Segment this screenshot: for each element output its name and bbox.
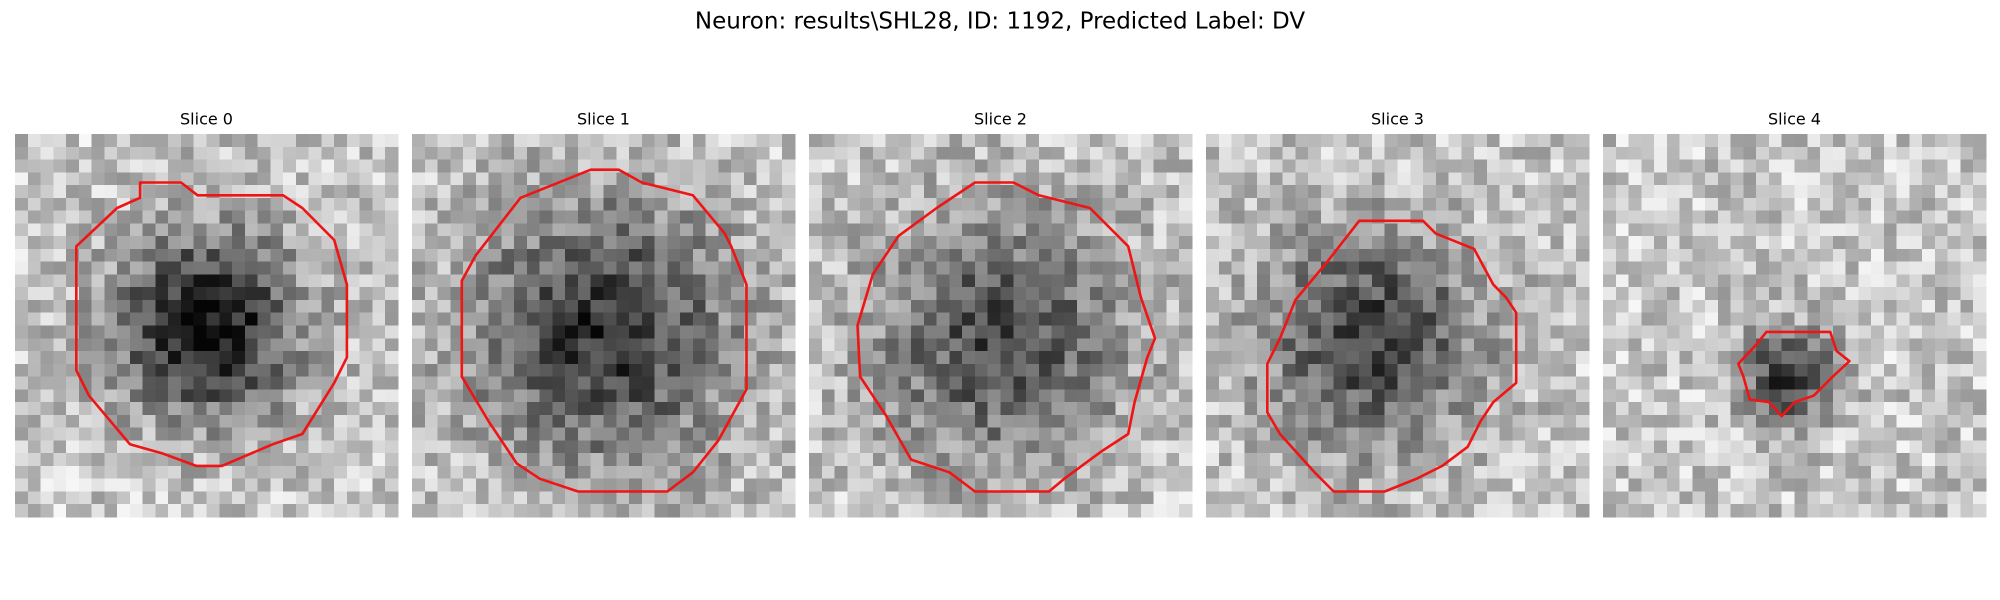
slice-image	[412, 134, 796, 518]
roi-contour	[74, 181, 349, 468]
slice-image	[809, 134, 1193, 518]
roi-contour	[856, 181, 1157, 493]
slice-image	[15, 134, 399, 518]
slice-panel: Slice 2	[809, 110, 1193, 518]
slice-panel: Slice 1	[412, 110, 796, 518]
slice-title: Slice 2	[974, 110, 1027, 129]
slice-image	[1206, 134, 1590, 518]
roi-contour	[1265, 219, 1518, 493]
slice-panel: Slice 3	[1206, 110, 1590, 518]
roi-contour	[1737, 330, 1851, 418]
slice-title: Slice 1	[577, 110, 630, 129]
slice-title: Slice 3	[1371, 110, 1424, 129]
figure-title: Neuron: results\SHL28, ID: 1192, Predict…	[695, 9, 1305, 35]
slice-panel: Slice 0	[15, 110, 399, 518]
slice-image	[1603, 134, 1987, 518]
slice-title: Slice 4	[1768, 110, 1821, 129]
slice-title: Slice 0	[180, 110, 233, 129]
slice-panel: Slice 4	[1603, 110, 1987, 518]
panels: Slice 0 Slice 1 Slice 2 Slice 3 Slice 4	[15, 110, 1987, 518]
roi-contour	[460, 168, 748, 493]
